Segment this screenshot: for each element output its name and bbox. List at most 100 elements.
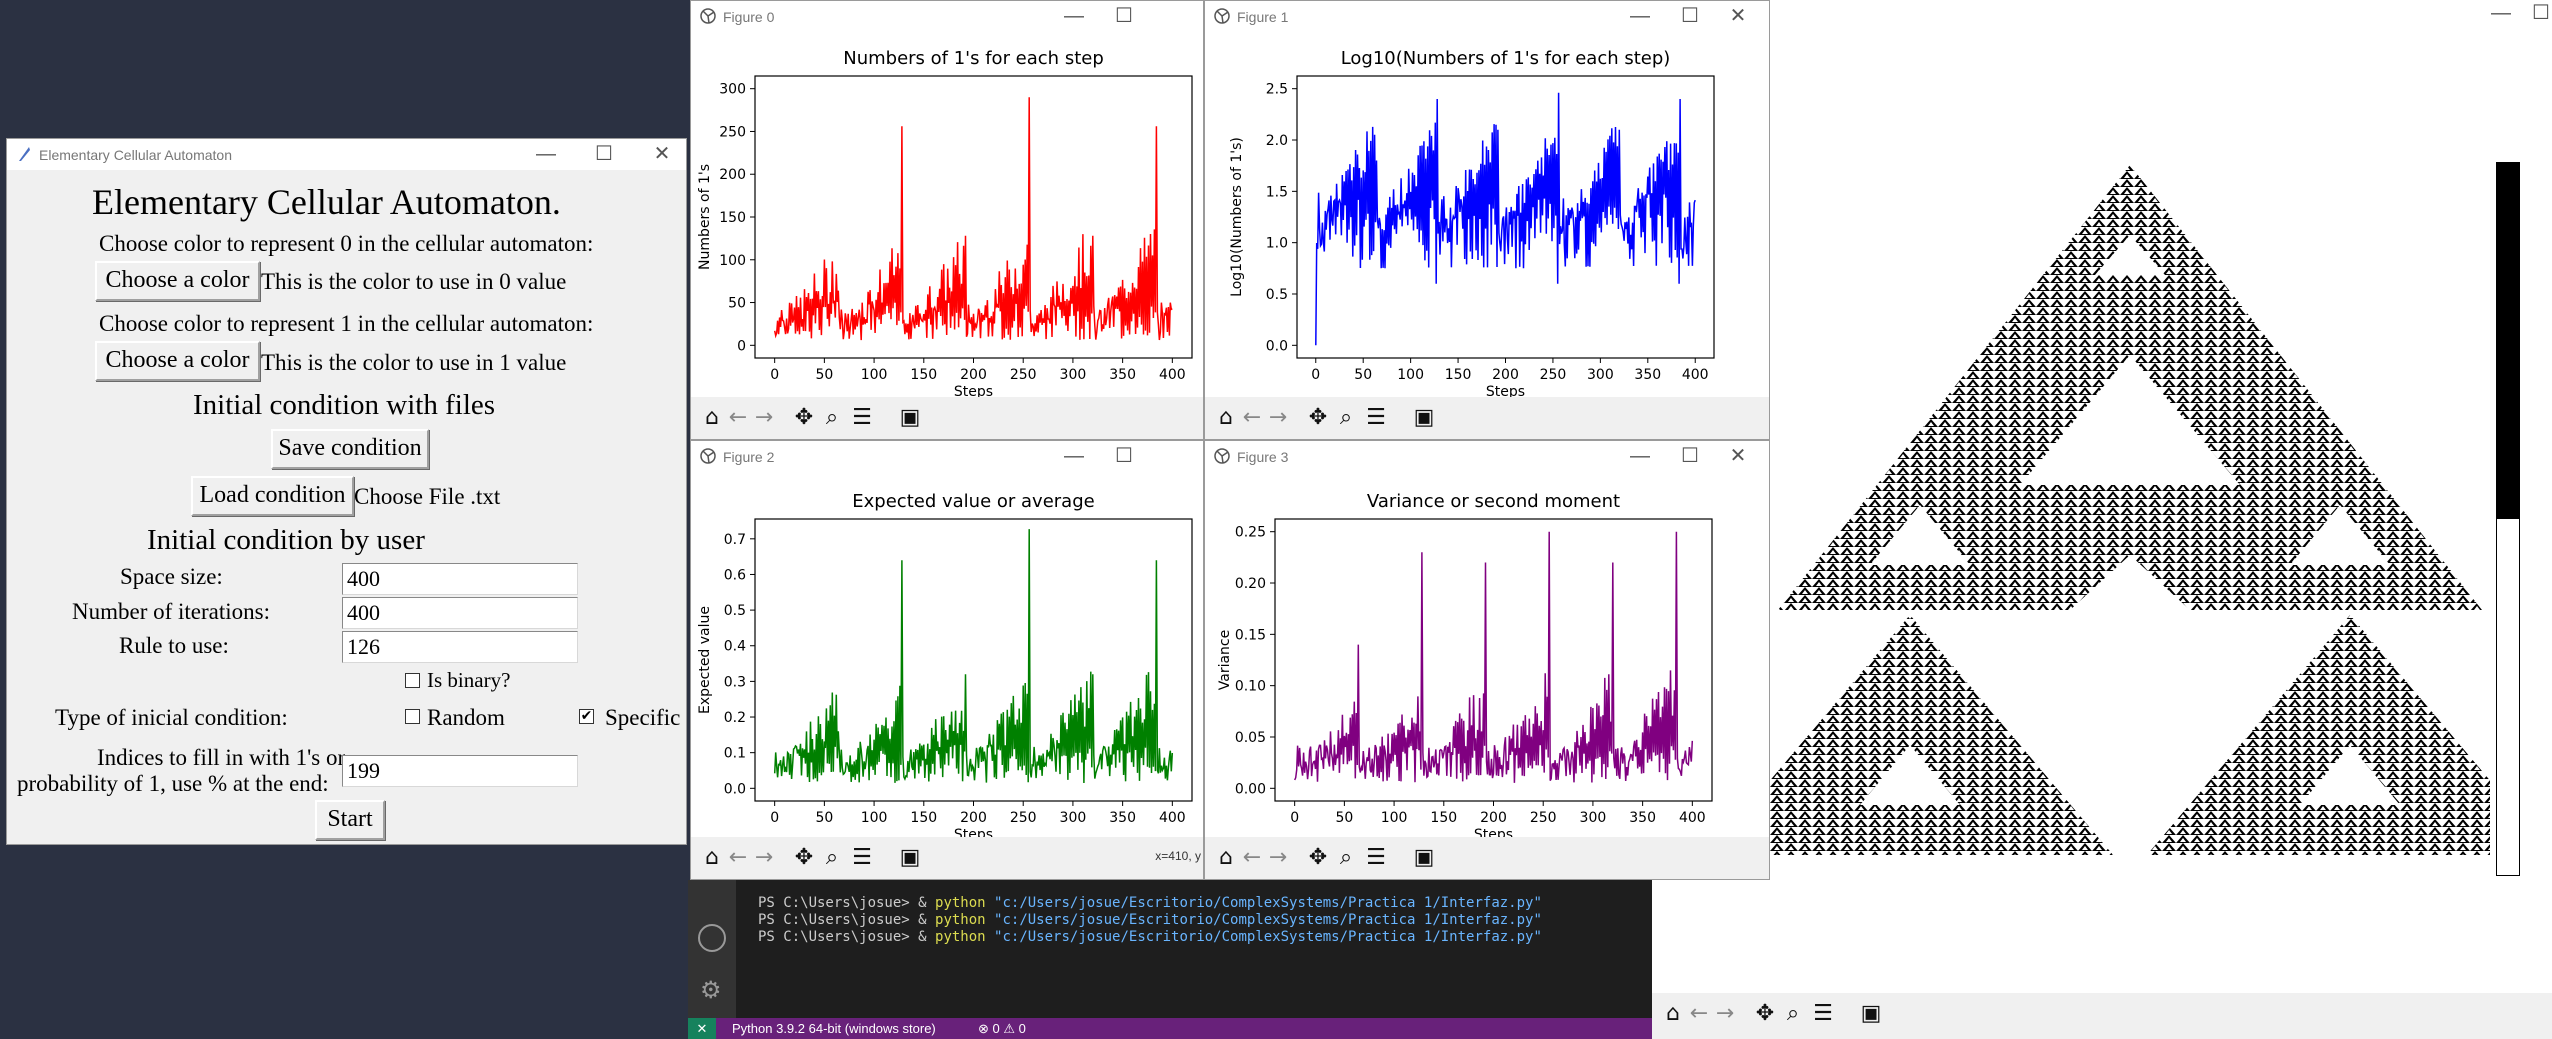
y-tick-label: 0.5 — [1266, 287, 1288, 303]
x-tick-label: 200 — [1480, 810, 1507, 826]
ca-figure-title-bar[interactable]: — ☐ — [1652, 0, 2552, 31]
choose-color0-button[interactable]: Choose a color — [95, 261, 260, 301]
forward-arrow-icon[interactable]: → — [1268, 845, 1288, 870]
figure-toolbar: ⌂ ← → ✥ ⌕ ☰ ▣ — [1205, 397, 1769, 439]
configure-subplots-icon[interactable]: ☰ — [1366, 405, 1386, 430]
zoom-icon[interactable]: ⌕ — [825, 405, 839, 430]
maximize-button[interactable]: ☐ — [1115, 445, 1133, 467]
forward-arrow-icon[interactable]: → — [754, 845, 774, 870]
figure-title: Figure 2 — [723, 449, 775, 465]
figure-window-1: Figure 1 — ☐ ✕ Log10(Numbers of 1's for each… — [1204, 0, 1770, 440]
figure-title-bar[interactable]: Figure 3 — ☐ ✕ — [1205, 441, 1769, 472]
zoom-icon[interactable]: ⌕ — [1786, 1001, 1800, 1026]
maximize-button[interactable]: ☐ — [1681, 445, 1699, 467]
x-tick-label: 300 — [1060, 367, 1087, 383]
configure-subplots-icon[interactable]: ☰ — [1813, 1001, 1833, 1026]
back-arrow-icon[interactable]: ← — [728, 405, 748, 430]
random-label: Random — [427, 705, 505, 730]
save-icon[interactable]: ▣ — [899, 405, 921, 430]
indices-input[interactable]: 199 — [342, 755, 578, 787]
zoom-icon[interactable]: ⌕ — [1339, 845, 1353, 870]
home-icon[interactable]: ⌂ — [1666, 1001, 1680, 1026]
save-icon[interactable]: ▣ — [899, 845, 921, 870]
y-tick-label: 50 — [728, 296, 746, 312]
minimize-button[interactable]: — — [1630, 5, 1650, 27]
y-tick-label: 0.0 — [724, 781, 746, 797]
status-bar: ✕ Python 3.9.2 64-bit (windows store) ⊗ … — [688, 1018, 1652, 1039]
pan-icon[interactable]: ✥ — [1755, 1001, 1775, 1026]
start-button[interactable]: Start — [315, 800, 385, 840]
home-icon[interactable]: ⌂ — [705, 845, 719, 870]
forward-arrow-icon[interactable]: → — [1268, 405, 1288, 430]
choose-color1-button[interactable]: Choose a color — [95, 341, 260, 381]
save-icon[interactable]: ▣ — [1413, 845, 1435, 870]
back-arrow-icon[interactable]: ← — [1689, 1001, 1709, 1026]
specific-checkbox[interactable]: ✔ — [579, 708, 594, 724]
configure-subplots-icon[interactable]: ☰ — [1366, 845, 1386, 870]
forward-arrow-icon[interactable]: → — [754, 405, 774, 430]
back-arrow-icon[interactable]: ← — [1242, 405, 1262, 430]
binary-checkbox[interactable] — [405, 673, 420, 688]
figure-title: Figure 0 — [723, 9, 775, 25]
pan-icon[interactable]: ✥ — [794, 845, 814, 870]
home-icon[interactable]: ⌂ — [1219, 845, 1233, 870]
tk-title-bar[interactable]: Elementary Cellular Automaton — ☐ ✕ — [7, 139, 686, 170]
x-tick-label: 100 — [861, 367, 888, 383]
save-icon[interactable]: ▣ — [1860, 1001, 1882, 1026]
figure-title-bar[interactable]: Figure 0 — ☐ — [691, 1, 1203, 32]
save-condition-button[interactable]: Save condition — [271, 429, 429, 469]
remote-indicator[interactable]: ✕ — [688, 1018, 716, 1039]
x-tick-label: 50 — [1354, 367, 1372, 383]
home-icon[interactable]: ⌂ — [1219, 405, 1233, 430]
x-axis-label: Steps — [1474, 827, 1513, 839]
space-size-input[interactable]: 400 — [342, 563, 578, 595]
x-tick-label: 0 — [770, 367, 779, 383]
minimize-button[interactable]: — — [1630, 445, 1650, 467]
x-tick-label: 400 — [1682, 367, 1709, 383]
figure-title-bar[interactable]: Figure 1 — ☐ ✕ — [1205, 1, 1769, 32]
back-arrow-icon[interactable]: ← — [1242, 845, 1262, 870]
maximize-button[interactable]: ☐ — [595, 143, 613, 165]
maximize-button[interactable]: ☐ — [2532, 2, 2550, 24]
y-tick-label: 0.2 — [724, 710, 746, 726]
minimize-button[interactable]: — — [1064, 445, 1084, 467]
load-condition-button[interactable]: Load condition — [191, 476, 354, 516]
forward-arrow-icon[interactable]: → — [1715, 1001, 1735, 1026]
x-tick-label: 200 — [960, 367, 987, 383]
minimize-button[interactable]: — — [1064, 5, 1084, 27]
terminal-panel[interactable]: ⚙ PS C:\Users\josue> & python "c:/Users/… — [688, 880, 1652, 1018]
zoom-icon[interactable]: ⌕ — [1339, 405, 1353, 430]
home-icon[interactable]: ⌂ — [705, 405, 719, 430]
problems-count[interactable]: ⊗ 0 ⚠ 0 — [978, 1021, 1026, 1036]
back-arrow-icon[interactable]: ← — [728, 845, 748, 870]
chart-3: Variance or second moment 0 50 100 150 200 250… — [1217, 491, 1713, 839]
random-checkbox[interactable] — [405, 709, 420, 724]
minimize-button[interactable]: — — [2491, 2, 2511, 24]
close-button[interactable]: ✕ — [1729, 445, 1747, 467]
minimize-button[interactable]: — — [536, 143, 556, 165]
close-button[interactable]: ✕ — [1729, 5, 1747, 27]
close-button[interactable]: ✕ — [653, 143, 671, 165]
account-icon[interactable] — [698, 924, 726, 952]
y-tick-label: 0.15 — [1235, 627, 1266, 643]
pan-icon[interactable]: ✥ — [794, 405, 814, 430]
figure-toolbar: ⌂ ← → ✥ ⌕ ☰ ▣ x=410, y — [691, 837, 1203, 879]
zoom-icon[interactable]: ⌕ — [825, 845, 839, 870]
x-tick-label: 50 — [1335, 810, 1353, 826]
maximize-button[interactable]: ☐ — [1681, 5, 1699, 27]
python-interpreter[interactable]: Python 3.9.2 64-bit (windows store) — [732, 1021, 936, 1036]
configure-subplots-icon[interactable]: ☰ — [852, 845, 872, 870]
pan-icon[interactable]: ✥ — [1308, 845, 1328, 870]
pan-icon[interactable]: ✥ — [1308, 405, 1328, 430]
figure-title-bar[interactable]: Figure 2 — ☐ — [691, 441, 1203, 472]
iterations-input[interactable]: 400 — [342, 597, 578, 629]
configure-subplots-icon[interactable]: ☰ — [852, 405, 872, 430]
x-tick-label: 200 — [1492, 367, 1519, 383]
y-tick-label: 0.5 — [724, 603, 746, 619]
rule-input[interactable]: 126 — [342, 631, 578, 663]
settings-gear-icon[interactable]: ⚙ — [700, 976, 722, 1004]
y-tick-label: 1.5 — [1266, 184, 1288, 200]
save-icon[interactable]: ▣ — [1413, 405, 1435, 430]
y-tick-label: 0.6 — [724, 567, 746, 583]
maximize-button[interactable]: ☐ — [1115, 5, 1133, 27]
